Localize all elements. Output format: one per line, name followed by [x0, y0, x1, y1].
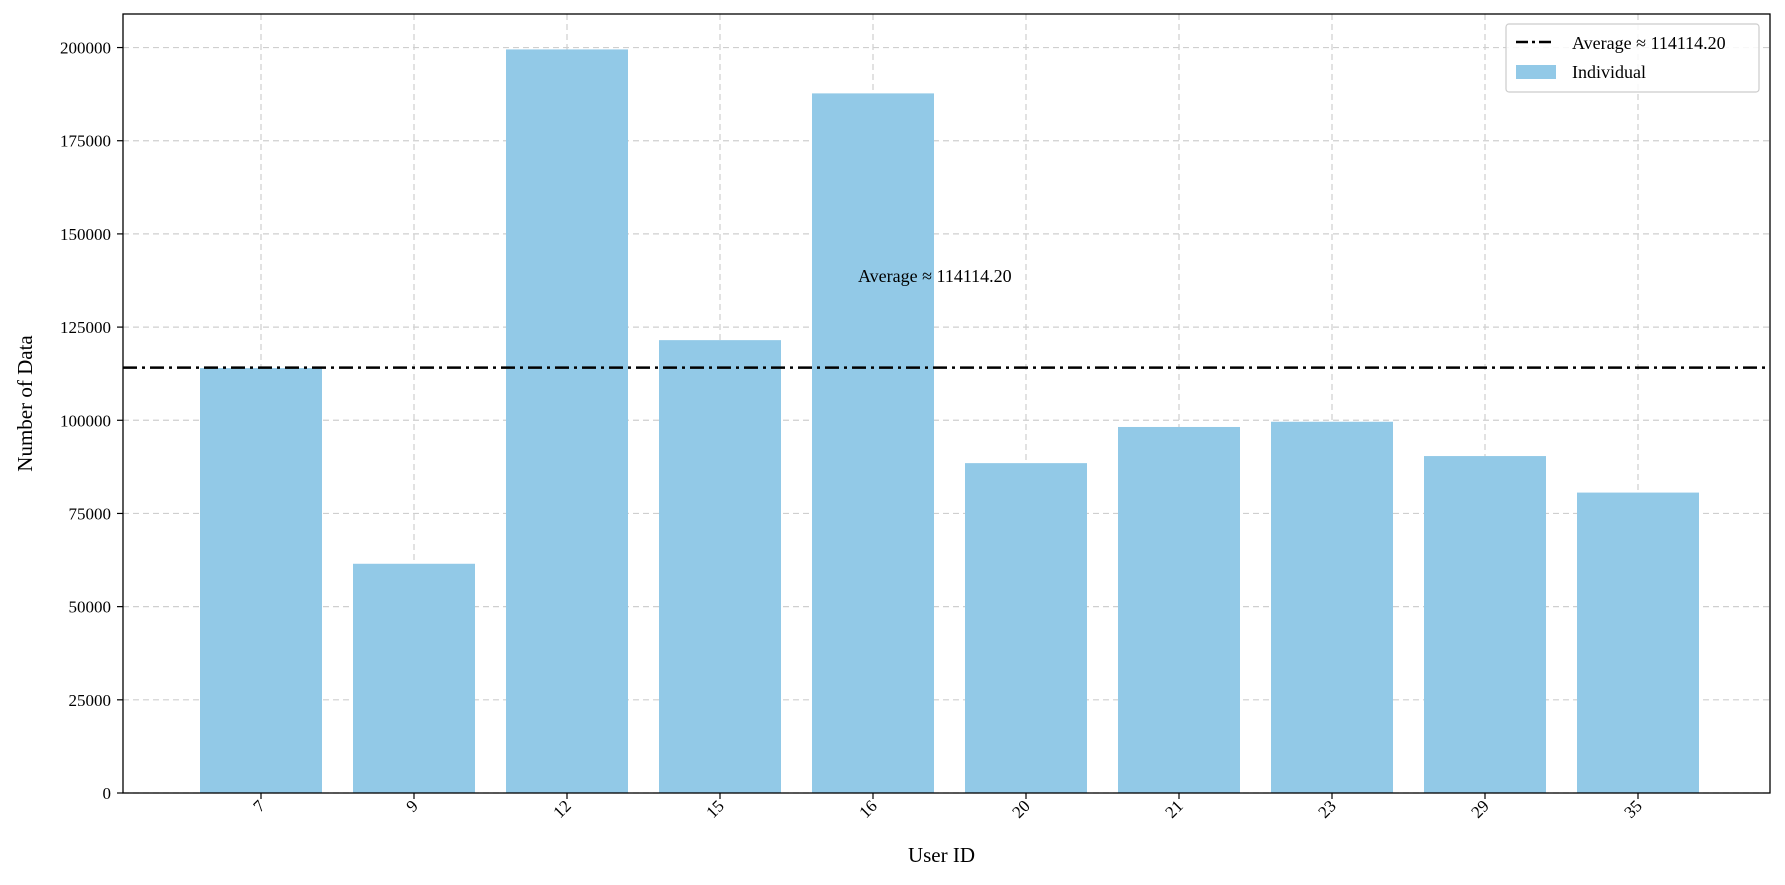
- bar-29: [1424, 456, 1546, 793]
- x-tick-label-20: 20: [1008, 796, 1033, 821]
- x-tick-label-35: 35: [1620, 796, 1645, 821]
- y-tick-label-0: 0: [103, 784, 112, 803]
- x-tick-label-12: 12: [549, 796, 574, 821]
- bar-20: [965, 463, 1087, 793]
- bar-7: [200, 368, 322, 793]
- bars: [200, 49, 1699, 793]
- bar-15: [659, 340, 781, 793]
- y-tick-label-3: 75000: [69, 504, 112, 523]
- y-tick-label-8: 200000: [60, 39, 111, 58]
- x-tick-label-15: 15: [702, 796, 727, 821]
- average-annotation: Average ≈ 114114.20: [858, 266, 1012, 286]
- x-tick-label-16: 16: [855, 796, 880, 821]
- legend-individual-swatch: [1516, 65, 1556, 79]
- legend-box: [1505, 23, 1760, 93]
- bar-12: [506, 49, 628, 793]
- y-tick-label-5: 125000: [60, 318, 111, 337]
- x-tick-label-9: 9: [402, 796, 421, 815]
- plot-frame: [122, 13, 1771, 794]
- legend: Average ≈ 114114.20 Individual: [1505, 23, 1760, 93]
- y-axis: 0 25000 50000 75000 100000 125000 150000 175000…: [60, 39, 123, 803]
- bar-16: [812, 93, 934, 793]
- legend-individual-label: Individual: [1572, 62, 1646, 82]
- y-tick-label-7: 175000: [60, 132, 111, 151]
- legend-average-label: Average ≈ 114114.20: [1572, 33, 1726, 53]
- y-axis-label: Number of Data: [13, 335, 37, 472]
- bar-9: [353, 563, 475, 793]
- bar-35: [1577, 492, 1699, 793]
- bar-21: [1118, 426, 1240, 793]
- x-axis-label: User ID: [908, 843, 975, 867]
- y-tick-label-6: 150000: [60, 225, 111, 244]
- bar-23: [1271, 421, 1393, 793]
- y-tick-label-4: 100000: [60, 411, 111, 430]
- x-axis: 7 9 12 15 16 20 21 23 29 35: [249, 793, 1646, 822]
- y-tick-label-2: 50000: [69, 598, 112, 617]
- x-tick-label-29: 29: [1467, 796, 1492, 821]
- x-tick-label-7: 7: [249, 796, 269, 816]
- x-tick-label-21: 21: [1161, 796, 1186, 821]
- x-tick-label-23: 23: [1314, 796, 1339, 821]
- y-tick-label-1: 25000: [69, 691, 112, 710]
